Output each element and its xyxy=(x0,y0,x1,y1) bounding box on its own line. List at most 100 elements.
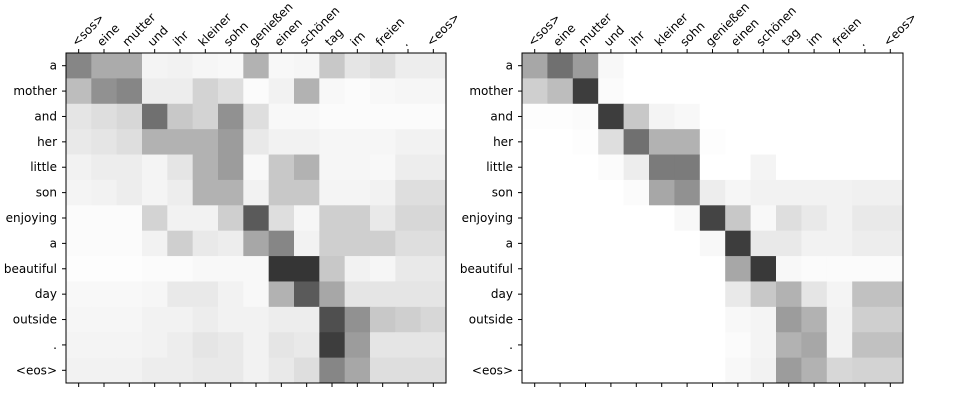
heatmap-cell xyxy=(623,78,650,105)
heatmap-cell xyxy=(218,281,244,308)
y-tick-label: a xyxy=(506,59,513,73)
heatmap-cell xyxy=(725,256,751,282)
heatmap-cell xyxy=(674,306,701,333)
y-tick-label: outside xyxy=(469,313,513,327)
y-tick-label: and xyxy=(34,109,57,123)
heatmap-cell xyxy=(852,332,878,359)
heatmap-cell xyxy=(319,205,346,232)
heatmap-cell xyxy=(826,103,853,130)
x-tick-label: . xyxy=(855,37,868,50)
heatmap-cell xyxy=(572,53,599,79)
heatmap-cell xyxy=(91,205,118,232)
heatmap-cell xyxy=(522,53,548,79)
heatmap-cell xyxy=(344,103,371,130)
heatmap-cell xyxy=(395,357,422,384)
heatmap-cell xyxy=(801,230,828,257)
heatmap-cell xyxy=(598,78,624,105)
heatmap-cell xyxy=(192,129,219,155)
heatmap-cell xyxy=(167,53,194,79)
heatmap-cell xyxy=(852,256,878,282)
heatmap-cell xyxy=(826,53,853,79)
heatmap-cell xyxy=(725,230,751,257)
heatmap-cell xyxy=(826,256,853,282)
heatmap-cell xyxy=(116,103,143,130)
heatmap-cell xyxy=(725,154,751,181)
heatmap-cell xyxy=(268,103,295,130)
heatmap-cell xyxy=(243,154,270,181)
heatmap-cell xyxy=(852,129,878,155)
heatmap-cell xyxy=(218,129,244,155)
heatmap-cell xyxy=(420,179,447,206)
heatmap-cell xyxy=(420,78,447,105)
heatmap-cell xyxy=(776,357,802,384)
heatmap-cell xyxy=(801,205,828,232)
heatmap-cell xyxy=(776,256,802,282)
heatmap-cell xyxy=(319,306,346,333)
heatmap-cell xyxy=(167,205,194,232)
heatmap-cell xyxy=(547,103,574,130)
y-tick-label: enjoying xyxy=(6,211,57,225)
heatmap-cell xyxy=(192,53,219,79)
heatmap-cell xyxy=(801,129,828,155)
heatmap-cell xyxy=(344,78,371,105)
heatmap-cell xyxy=(598,179,624,206)
x-tick-label: . xyxy=(398,37,411,50)
heatmap-cell xyxy=(66,205,92,232)
heatmap-cell xyxy=(776,332,802,359)
heatmap-cell xyxy=(395,256,422,282)
heatmap-cell xyxy=(66,78,92,105)
heatmap-cell xyxy=(268,129,295,155)
heatmap-cell xyxy=(572,306,599,333)
heatmap-cell xyxy=(750,179,777,206)
heatmap-cell xyxy=(750,332,777,359)
heatmap-cell xyxy=(674,281,701,308)
heatmap-cell xyxy=(344,230,371,257)
heatmap-cell xyxy=(142,103,168,130)
heatmap-cell xyxy=(699,357,726,384)
heatmap-cell xyxy=(420,281,447,308)
heatmap-cell xyxy=(649,205,675,232)
heatmap-cell xyxy=(420,332,447,359)
heatmap-cell xyxy=(623,205,650,232)
heatmap-cell xyxy=(395,281,422,308)
heatmap-cell xyxy=(547,53,574,79)
heatmap-cell xyxy=(623,179,650,206)
y-tick-label: a xyxy=(50,59,57,73)
heatmap-cell xyxy=(623,53,650,79)
heatmap-cell xyxy=(750,281,777,308)
heatmap-cell xyxy=(268,179,295,206)
y-tick-label: <eos> xyxy=(472,363,513,377)
heatmap-cell xyxy=(142,205,168,232)
heatmap-cell xyxy=(116,129,143,155)
heatmap-cell xyxy=(192,332,219,359)
heatmap-cell xyxy=(218,332,244,359)
heatmap-cell xyxy=(801,179,828,206)
heatmap-cell xyxy=(674,53,701,79)
heatmap-cell xyxy=(420,129,447,155)
heatmap-cell xyxy=(294,129,320,155)
heatmap-cell xyxy=(218,103,244,130)
heatmap-cell xyxy=(243,129,270,155)
heatmap-cell xyxy=(623,306,650,333)
heatmap-cell xyxy=(142,154,168,181)
heatmap-cell xyxy=(218,154,244,181)
heatmap-cell xyxy=(649,154,675,181)
heatmap-cell xyxy=(344,129,371,155)
heatmap-cell xyxy=(674,332,701,359)
heatmap-cell xyxy=(674,78,701,105)
heatmap-cell xyxy=(674,230,701,257)
heatmap-cell xyxy=(877,357,904,384)
heatmap-cell xyxy=(66,332,92,359)
y-tick-label: outside xyxy=(13,313,57,327)
heatmap-cell xyxy=(294,306,320,333)
heatmap-cell xyxy=(750,205,777,232)
heatmap-cell xyxy=(699,306,726,333)
heatmap-cell xyxy=(91,230,118,257)
heatmap-cell xyxy=(699,256,726,282)
heatmap-cell xyxy=(699,179,726,206)
heatmap-cell xyxy=(649,230,675,257)
y-tick-label: and xyxy=(490,109,513,123)
heatmap-cell xyxy=(572,230,599,257)
heatmap-cell xyxy=(66,230,92,257)
heatmap-cell xyxy=(167,281,194,308)
